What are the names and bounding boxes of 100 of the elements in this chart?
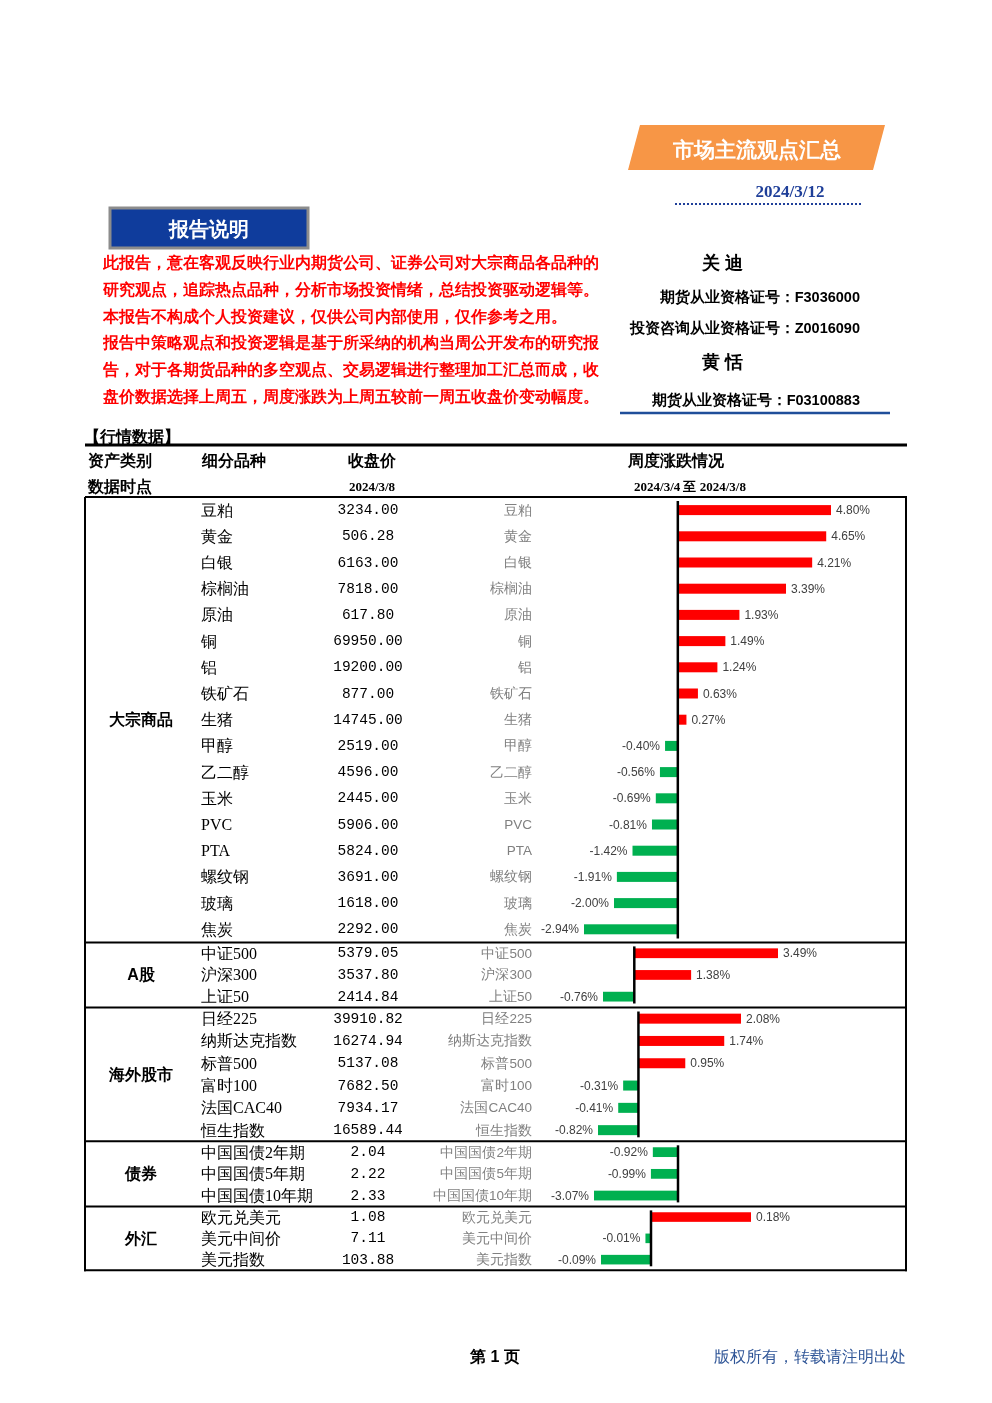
bar — [638, 1013, 741, 1024]
text: 506.28 — [341, 528, 395, 545]
category-label: PTA — [506, 843, 532, 859]
bar — [651, 819, 678, 830]
text: 7682.50 — [337, 1077, 399, 1094]
y-tick-label: 甲醇 — [201, 737, 233, 755]
category-label: 白银 — [504, 555, 532, 570]
data-label: -1.42% — [589, 843, 628, 858]
text: 周度涨跌情况 — [627, 450, 725, 469]
text: 2.04 — [350, 1144, 386, 1161]
y-tick-label: PVC — [201, 816, 233, 833]
text: 16589.44 — [333, 1122, 403, 1139]
data-label: 1.38% — [696, 967, 731, 982]
y-tick-label: 中国国债5年期 — [201, 1165, 305, 1183]
data-label: 0.18% — [756, 1210, 791, 1225]
data-label: 0.63% — [702, 686, 738, 701]
y-tick-label: 中国国债2年期 — [201, 1143, 305, 1161]
text: 617.80 — [341, 606, 395, 623]
text: 103.88 — [341, 1251, 395, 1268]
data-label: -0.82% — [554, 1123, 594, 1138]
category-label: 玉米 — [504, 790, 532, 806]
y-tick-label: 铝 — [200, 658, 217, 676]
text: 6163.00 — [337, 554, 399, 571]
text: 7934.17 — [337, 1099, 399, 1116]
bar — [584, 924, 678, 935]
y-tick-label: 欧元兑美元 — [201, 1208, 281, 1226]
bar — [677, 609, 740, 620]
category-label: 焦炭 — [504, 921, 532, 937]
y-tick-label: 铁矿石 — [200, 685, 249, 702]
bar — [677, 662, 718, 673]
text: 3537.80 — [337, 966, 399, 983]
y-tick-label: 铜 — [200, 632, 217, 650]
text: 本报告不构成个人投资建议，仅供公司内部使用，仅作参考之用。 — [103, 306, 568, 327]
category-label: 富时100 — [481, 1078, 532, 1094]
text: 5906.00 — [337, 816, 399, 833]
category-label: 美元指数 — [476, 1252, 532, 1268]
y-tick-label: 法国CAC40 — [201, 1099, 282, 1117]
bar — [665, 740, 678, 751]
category-label: 黄金 — [504, 528, 532, 544]
bar — [677, 636, 726, 647]
text: 期货从业资格证号：F3036000 — [658, 289, 860, 305]
data-label: -0.56% — [616, 765, 656, 780]
text: 877.00 — [341, 685, 395, 702]
text: 报告说明 — [168, 218, 249, 240]
text: 1618.00 — [337, 895, 399, 912]
text: 市场主流观点汇总 — [672, 137, 841, 162]
data-label: 0.95% — [690, 1056, 725, 1071]
text: 关 迪 — [701, 253, 745, 273]
y-tick-label: 生猪 — [201, 711, 233, 729]
text: 5137.08 — [337, 1055, 399, 1072]
data-label: -0.31% — [580, 1078, 619, 1093]
category-label: 上证50 — [488, 989, 532, 1005]
data-label: 0.27% — [691, 712, 726, 727]
text: 2519.00 — [337, 737, 399, 754]
category-label: 铁矿石 — [490, 686, 532, 701]
category-label: 棕榈油 — [490, 581, 532, 597]
category-label: 中证500 — [481, 945, 532, 961]
y-tick-label: 美元指数 — [201, 1251, 265, 1269]
text: 2.33 — [350, 1187, 386, 1204]
y-axis-title: 海外股市 — [108, 1065, 173, 1083]
bar — [677, 583, 786, 594]
y-tick-label: 螺纹钢 — [201, 868, 249, 886]
data-label: -0.41% — [575, 1100, 614, 1115]
y-tick-label: 原油 — [201, 606, 233, 624]
category-label: 乙二醇 — [490, 764, 532, 780]
text: 数据时点 — [87, 477, 152, 496]
y-tick-label: PTA — [201, 842, 231, 860]
y-tick-label: 沪深300 — [201, 966, 257, 984]
category-label: 铝 — [518, 659, 532, 675]
text: 19200.00 — [333, 659, 403, 676]
data-label: -0.99% — [607, 1166, 647, 1181]
data-label: 1.74% — [729, 1033, 764, 1048]
category-label: 法国CAC40 — [460, 1100, 532, 1116]
text: 黄 恬 — [701, 352, 744, 372]
data-label: 4.21% — [817, 555, 852, 570]
text: 期货从业资格证号：F03100883 — [650, 392, 860, 408]
text: 2024/3/12 — [755, 181, 825, 201]
text: 报告中策略观点和投资逻辑是基于所采纳的机构当周公开发布的研究报告，对于各期货品种的多空观点、交易逻辑进行整理加工汇总而成，收盘价数据选择上周五，周度涨跌为上周五较前一周五收盘价变动幅度。 — [103, 333, 600, 407]
data-label: -2.94% — [540, 922, 580, 937]
text: 资产类别 — [88, 451, 152, 469]
text: 3691.00 — [337, 868, 399, 885]
y-tick-label: 美元中间价 — [201, 1229, 281, 1247]
y-tick-label: 玻璃 — [201, 894, 233, 912]
bar — [677, 505, 831, 516]
category-label: 日经225 — [481, 1011, 532, 1027]
y-tick-label: 白银 — [201, 554, 233, 571]
data-label: 3.39% — [791, 581, 826, 596]
bar — [659, 767, 678, 778]
y-tick-label: 棕榈油 — [201, 580, 249, 598]
bar — [655, 793, 678, 804]
bar — [677, 688, 698, 699]
category-label: 恒生指数 — [476, 1122, 532, 1138]
category-label: 原油 — [504, 607, 532, 623]
text: 1.08 — [350, 1209, 386, 1226]
y-tick-label: 中证500 — [201, 944, 257, 962]
category-label: PVC — [504, 817, 532, 832]
text: 2414.84 — [337, 988, 399, 1005]
y-tick-label: 黄金 — [201, 527, 233, 545]
bar — [638, 1058, 686, 1069]
category-label: 中国国债10年期 — [432, 1188, 532, 1204]
